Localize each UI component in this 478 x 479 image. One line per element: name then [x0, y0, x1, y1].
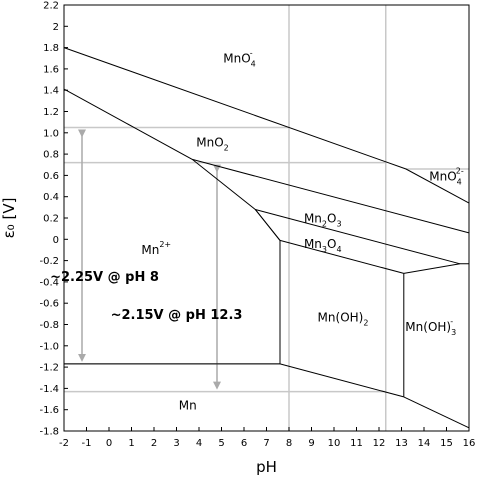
y-tick-label: 2: [53, 22, 59, 33]
species-label: Mn3O4: [304, 237, 342, 254]
x-tick-label: 8: [286, 438, 292, 449]
species-label: MnO2: [196, 136, 229, 153]
boundary-line: [279, 363, 404, 398]
x-tick-label: 4: [196, 438, 202, 449]
y-tick-label: 0.6: [43, 171, 59, 182]
x-axis-ticks: -2 -1 0 1 2 3 4 5 6 7 8 9 10 11 12 13 14 15 16: [59, 427, 475, 449]
x-tick-label: -2: [59, 438, 69, 449]
boundary-line: [255, 209, 461, 265]
boundary-line: [403, 396, 470, 429]
boundary-line: [254, 209, 281, 241]
y-tick-label: 0.8: [43, 150, 59, 161]
species-label: Mn2O3: [304, 211, 342, 228]
x-tick-label: 14: [418, 438, 431, 449]
species-label: Mn2+: [141, 240, 171, 257]
x-tick-label: 15: [440, 438, 453, 449]
y-axis-ticks: 2.2 2 1.8 1.6 1.4 1.2 1.0 0.8 0.6 0.4 0.2 0 -0.2 -0.4…: [39, 1, 68, 438]
y-tick-label: -1.6: [39, 405, 59, 416]
x-tick-label: 3: [173, 438, 179, 449]
y-tick-label: 1.2: [43, 107, 59, 118]
species-labels: MnO4- MnO2 MnO42- Mn2O3 Mn3O4 Mn2+ Mn(OH)2 Mn(O…: [141, 49, 463, 413]
y-tick-label: 0.2: [43, 214, 59, 225]
x-tick-label: 5: [218, 438, 224, 449]
y-tick-label: 1.0: [43, 128, 59, 139]
y-tick-label: -0.8: [39, 320, 59, 331]
x-tick-label: -1: [82, 438, 92, 449]
boundary-line: [403, 263, 469, 274]
y-tick-label: 0: [53, 235, 59, 246]
y-axis-title: ε₀ [V]: [0, 198, 18, 239]
x-tick-label: 2: [151, 438, 157, 449]
x-tick-label: 13: [395, 438, 408, 449]
species-label: Mn(OH)2: [318, 310, 369, 327]
x-tick-label: 16: [463, 438, 476, 449]
boundary-line: [63, 88, 281, 241]
species-label: Mn(OH)3-: [405, 317, 456, 337]
y-tick-label: -0.4: [39, 277, 59, 288]
y-tick-label: 1.4: [43, 86, 59, 97]
y-tick-label: -1.0: [39, 341, 59, 352]
phase-boundaries: [63, 47, 470, 429]
boundary-line: [279, 239, 404, 274]
y-tick-label: -0.6: [39, 299, 59, 310]
annotation-label: ~2.15V @ pH 12.3: [111, 308, 243, 323]
y-tick-label: -1.4: [39, 384, 59, 395]
x-tick-label: 1: [128, 438, 134, 449]
y-tick-label: 1.6: [43, 64, 59, 75]
species-label: MnO42-: [429, 167, 464, 187]
species-label: MnO4-: [223, 49, 256, 69]
annotation-labels: ~2.25V @ pH 8 ~2.15V @ pH 12.3: [50, 270, 242, 323]
x-tick-label: 12: [373, 438, 386, 449]
annotation-label: ~2.25V @ pH 8: [50, 270, 159, 285]
x-tick-label: 11: [350, 438, 363, 449]
y-tick-label: -1.8: [39, 427, 59, 438]
x-axis-title: pH: [256, 458, 277, 476]
species-label: Mn: [179, 399, 197, 413]
y-tick-label: 2.2: [43, 1, 59, 12]
x-tick-label: 9: [308, 438, 314, 449]
boundary-line: [63, 47, 470, 204]
y-tick-label: -0.2: [39, 256, 59, 267]
x-tick-label: 10: [328, 438, 341, 449]
x-tick-label: 0: [106, 438, 112, 449]
boundary-line: [192, 158, 470, 234]
x-tick-label: 7: [263, 438, 269, 449]
y-tick-label: -1.2: [39, 363, 59, 374]
y-tick-label: 1.8: [43, 43, 59, 54]
x-tick-label: 6: [241, 438, 247, 449]
annotation-arrows: [78, 129, 221, 390]
y-tick-label: 0.4: [43, 192, 59, 203]
